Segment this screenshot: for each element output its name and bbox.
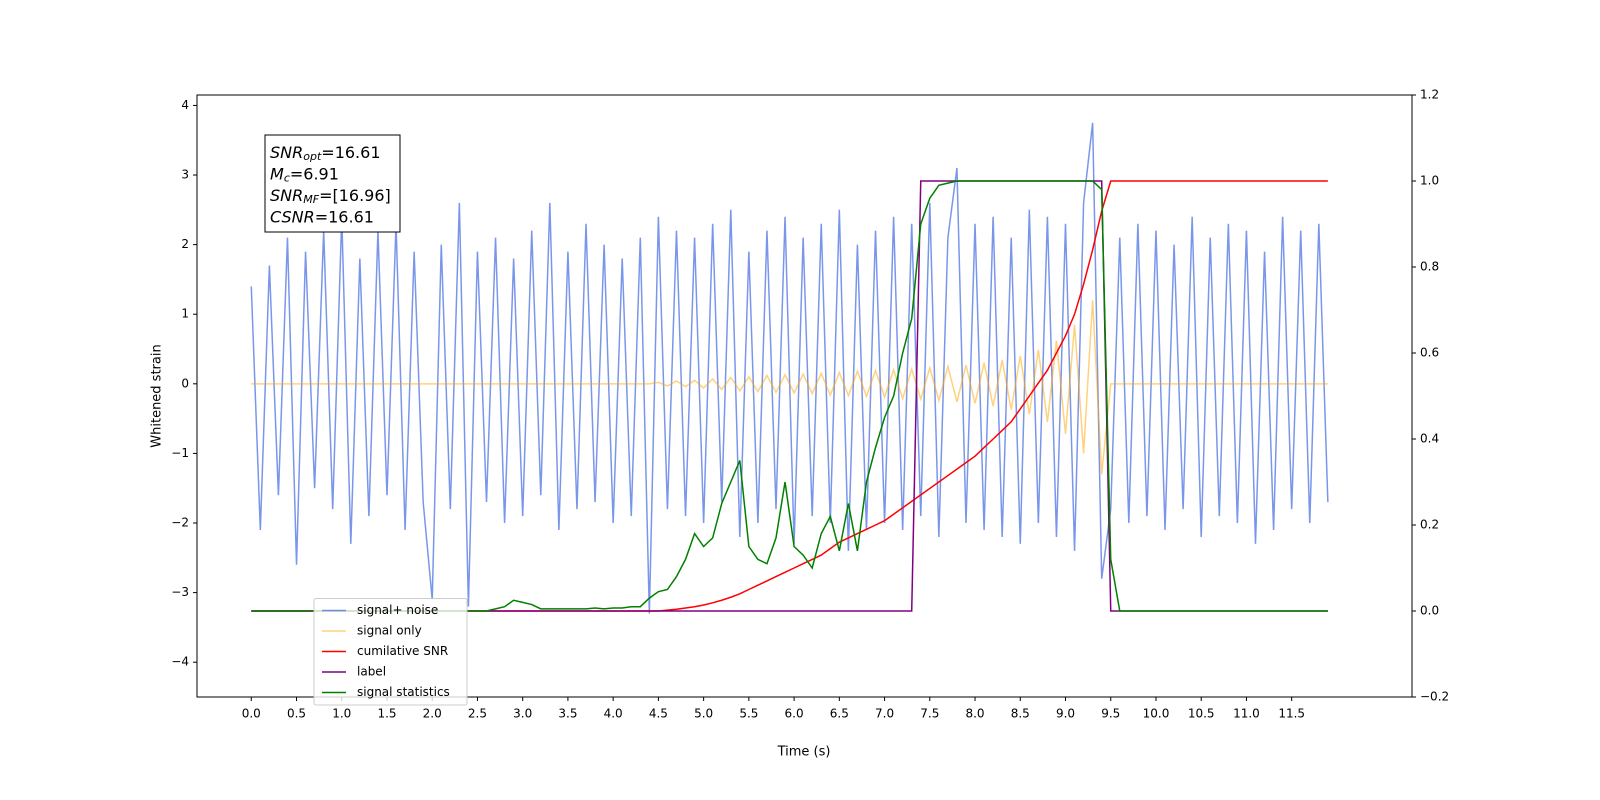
y2-tick-label: 0.6 [1420, 346, 1439, 360]
annotation-symbol: SNR [270, 186, 303, 205]
legend: signal+ noise signal only cumilative SNR la… [313, 598, 468, 706]
x-tick-label: 7.5 [920, 707, 939, 721]
x-tick-label: 2.0 [423, 707, 442, 721]
x-axis-label: Time (s) [777, 745, 831, 760]
annotation: SNRopt=16.61Mc=6.91SNRMF=[16.96]CSNR=16.… [264, 134, 401, 233]
legend-label: signal+ noise [357, 603, 438, 617]
y-tick-label: −3 [171, 585, 189, 599]
legend-label: signal statistics [357, 685, 450, 699]
x-tick-label: 3.5 [558, 707, 577, 721]
annotation-line: CSNR=16.61 [270, 207, 374, 226]
y-axis-label: Whitened strain [150, 344, 165, 447]
x-tick-label: 2.5 [468, 707, 487, 721]
x-tick-label: 5.5 [739, 707, 758, 721]
legend-label: label [357, 665, 386, 679]
x-tick-label: 0.5 [287, 707, 306, 721]
y-tick-label: −4 [171, 655, 189, 669]
x-tick-label: 4.0 [604, 707, 623, 721]
y-tick-label: 1 [181, 307, 189, 321]
annotation-value: =[16.96] [319, 186, 391, 205]
annotation-value: =16.61 [321, 143, 380, 162]
annotation-symbol: CSNR [270, 207, 315, 226]
x-tick-label: 11.5 [1278, 707, 1305, 721]
y-tick-label: 0 [181, 376, 189, 390]
x-tick-label: 9.5 [1101, 707, 1120, 721]
x-tick-label: 6.5 [830, 707, 849, 721]
x-tick-label: 1.0 [332, 707, 351, 721]
legend-box [313, 598, 468, 706]
annotation-subscript: MF [303, 193, 319, 206]
annotation-line: SNRopt=16.61 [270, 143, 381, 164]
y2-tick-label: 0.0 [1420, 604, 1439, 618]
y-tick-label: −1 [171, 446, 189, 460]
x-tick-label: 1.5 [377, 707, 396, 721]
x-tick-label: 10.5 [1188, 707, 1215, 721]
annotation-subscript: opt [303, 150, 322, 163]
series-line [251, 300, 1328, 475]
x-tick-label: 3.0 [513, 707, 532, 721]
annotation-symbol: M [270, 164, 284, 183]
x-tick-label: 9.0 [1056, 707, 1075, 721]
x-tick-label: 8.0 [965, 707, 984, 721]
annotation-line: SNRMF=[16.96] [270, 186, 391, 207]
plot-frame [196, 94, 1413, 698]
y-tick-label: 2 [181, 237, 189, 251]
x-tick-label: 6.0 [785, 707, 804, 721]
y2-tick-label: 0.4 [1420, 432, 1439, 446]
series-line [250, 122, 1329, 614]
y-tick-label: 3 [181, 168, 189, 182]
annotation-subscript: c [284, 172, 290, 185]
y2-tick-label: 0.8 [1420, 260, 1439, 274]
y2-tick-label: 0.2 [1420, 518, 1439, 532]
x-tick-label: 11.0 [1233, 707, 1260, 721]
y-tick-label: 4 [181, 98, 189, 112]
x-tick-label: 8.5 [1011, 707, 1030, 721]
y2-tick-label: 1.0 [1420, 174, 1439, 188]
x-tick-label: 10.0 [1143, 707, 1170, 721]
legend-label: cumilative SNR [357, 644, 448, 658]
x-tick-label: 0.0 [242, 707, 261, 721]
annotation-value: =6.91 [290, 164, 339, 183]
y2-tick-label: −0.2 [1420, 690, 1449, 704]
x-tick-label: 7.0 [875, 707, 894, 721]
x-tick-label: 5.0 [694, 707, 713, 721]
annotation-symbol: SNR [270, 143, 303, 162]
legend-label: signal only [357, 624, 422, 638]
annotation-line: Mc=6.91 [270, 164, 339, 185]
x-tick-label: 4.5 [649, 707, 668, 721]
annotation-value: =16.61 [315, 207, 374, 226]
y2-tick-label: 1.2 [1420, 88, 1439, 102]
annotation-box [264, 134, 401, 233]
y-tick-label: −2 [171, 516, 189, 530]
